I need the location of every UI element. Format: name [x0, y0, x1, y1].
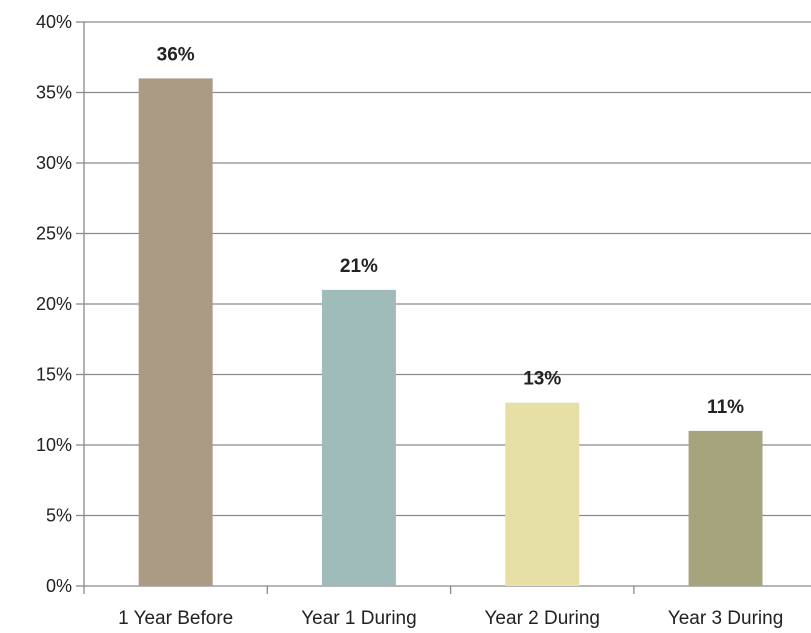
y-tick-label: 35%	[36, 83, 72, 103]
labels: 0% 5% 10% 15% 20% 25% 30% 35% 40% 36% 1 Year Befor…	[36, 12, 783, 629]
y-tick-label: 15%	[36, 365, 72, 385]
y-tick-label: 10%	[36, 435, 72, 455]
data-label: 13%	[523, 369, 561, 390]
y-tick-label: 0%	[46, 576, 72, 596]
data-label: 36%	[157, 44, 195, 65]
x-tick-label: Year 1 During	[301, 608, 416, 629]
data-label: 11%	[707, 397, 744, 418]
y-tick-label: 5%	[46, 506, 72, 526]
bar	[138, 78, 213, 587]
y-tick-label: 30%	[36, 153, 72, 173]
data-label: 21%	[340, 256, 378, 277]
x-tick-label: Year 2 During	[485, 608, 600, 629]
bar	[505, 402, 580, 586]
bar	[688, 430, 763, 586]
y-tick-label: 20%	[36, 294, 72, 314]
y-tick-label: 25%	[36, 224, 72, 244]
bars	[138, 78, 763, 587]
bar	[321, 289, 396, 586]
y-tick-label: 40%	[36, 12, 72, 32]
x-tick-label: Year 3 During	[668, 608, 783, 629]
x-tick-label: 1 Year Before	[118, 608, 233, 629]
